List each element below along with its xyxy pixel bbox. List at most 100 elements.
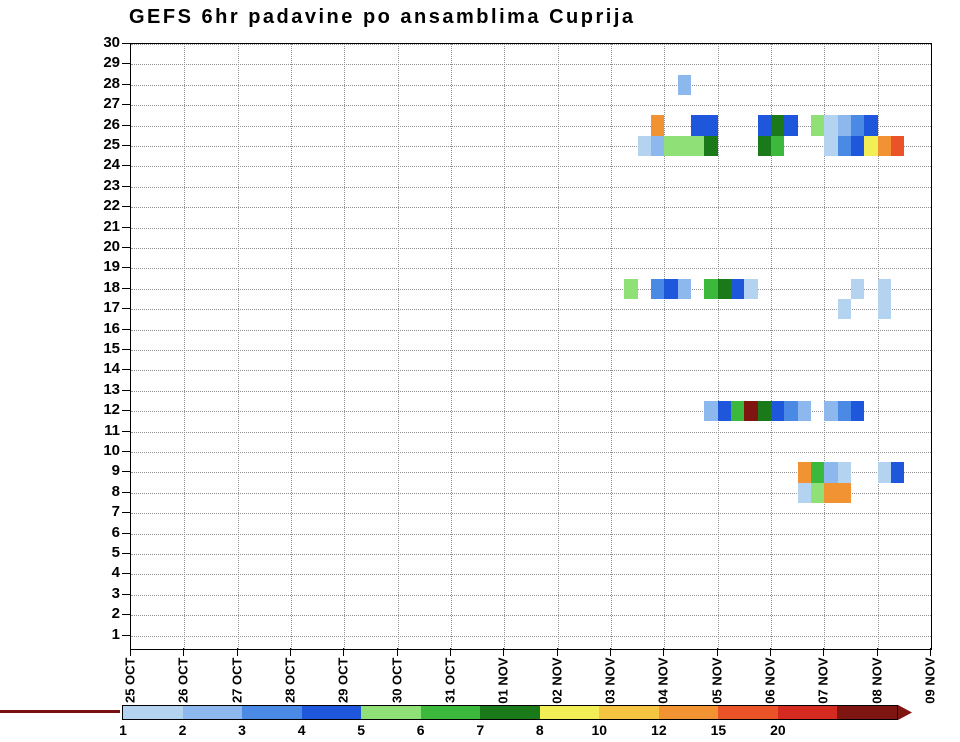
v-gridline: [344, 44, 346, 649]
legend-segment: [301, 706, 362, 719]
x-axis-tick: [823, 648, 825, 656]
legend-segment: [242, 706, 302, 719]
precip-cell: [651, 278, 665, 299]
precip-cell: [864, 135, 878, 157]
y-axis-label: 26: [103, 115, 120, 133]
y-axis-label: 23: [103, 176, 120, 194]
y-axis-tick: [122, 83, 130, 85]
precip-cell: [797, 482, 811, 503]
x-axis-tick: [770, 648, 771, 656]
v-gridline: [397, 44, 399, 649]
y-axis-tick: [122, 512, 130, 514]
y-axis-label: 7: [111, 503, 120, 521]
y-axis-tick: [122, 389, 130, 391]
h-gridline: [131, 390, 931, 392]
h-gridline: [131, 105, 931, 107]
precip-cell: [624, 278, 638, 299]
y-axis-label: 3: [111, 584, 120, 602]
legend-segment: [658, 706, 719, 719]
y-axis-tick: [122, 124, 130, 126]
precip-cell: [731, 278, 745, 299]
legend-label: 15: [710, 722, 727, 738]
v-gridline: [824, 44, 826, 649]
precip-cell: [757, 401, 771, 422]
h-gridline: [131, 44, 931, 45]
precip-cell: [717, 278, 731, 299]
v-gridline: [237, 44, 239, 649]
precip-cell: [851, 115, 865, 136]
h-gridline: [131, 350, 931, 351]
v-gridline: [717, 44, 719, 649]
y-axis-tick: [122, 634, 130, 636]
y-axis-tick: [122, 165, 130, 167]
y-axis-tick: [122, 349, 130, 350]
precip-cell: [811, 115, 825, 136]
h-gridline: [131, 309, 931, 311]
y-axis-label: 1: [111, 625, 120, 643]
x-axis-tick: [183, 648, 185, 656]
y-axis-label: 11: [104, 421, 120, 439]
precip-cell: [651, 115, 665, 136]
h-gridline: [131, 207, 931, 209]
y-axis-label: 19: [103, 258, 120, 276]
y-axis-label: 13: [103, 380, 120, 398]
h-gridline: [131, 411, 931, 413]
y-axis-label: 20: [103, 238, 120, 255]
y-axis-tick: [122, 308, 130, 310]
precip-cell: [784, 115, 798, 136]
y-axis-tick: [122, 226, 130, 228]
precip-cell: [797, 401, 811, 422]
legend-segment: [480, 706, 540, 719]
x-axis-tick: [610, 648, 611, 656]
precip-cell: [704, 135, 718, 157]
h-gridline: [131, 64, 931, 66]
y-axis-tick: [122, 553, 130, 554]
x-axis-tick: [503, 648, 505, 656]
precip-cell: [664, 135, 678, 157]
y-axis-label: 30: [103, 34, 120, 51]
y-axis-label: 21: [103, 217, 120, 235]
v-gridline: [451, 44, 452, 649]
precip-cell: [797, 462, 811, 483]
y-axis-tick: [122, 145, 130, 146]
v-gridline: [771, 44, 772, 649]
y-axis-label: 14: [103, 360, 120, 378]
h-gridline: [131, 227, 931, 229]
precip-cell: [851, 401, 865, 422]
precip-cell: [864, 115, 878, 136]
precip-cell: [851, 135, 865, 157]
precip-cell: [677, 74, 691, 95]
v-gridline: [504, 44, 506, 649]
precip-cell: [851, 278, 865, 299]
y-axis-tick: [122, 63, 130, 65]
h-gridline: [131, 472, 931, 474]
y-axis-tick: [122, 247, 130, 248]
v-gridline: [291, 44, 292, 649]
precip-cell: [824, 115, 838, 136]
chart-title: GEFS 6hr padavine po ansamblima Cuprija: [129, 6, 636, 28]
y-axis-label: 24: [103, 156, 120, 174]
legend-label: 3: [238, 722, 246, 738]
precip-cell: [837, 299, 851, 320]
legend-label: 10: [591, 722, 608, 738]
legend-segment: [420, 706, 481, 719]
y-axis-label: 25: [103, 136, 120, 153]
precip-cell: [731, 401, 745, 422]
precip-cell: [704, 115, 718, 136]
precip-cell: [637, 135, 651, 157]
h-gridline: [131, 594, 931, 596]
h-gridline: [131, 288, 931, 290]
y-axis-tick: [122, 410, 130, 412]
h-gridline: [131, 186, 931, 188]
legend-label: 4: [297, 722, 306, 738]
precip-cell: [771, 115, 785, 136]
legend-segment: [123, 706, 183, 719]
y-axis-tick: [122, 185, 130, 187]
precip-cell: [837, 135, 851, 157]
precip-cell: [757, 115, 771, 136]
precip-cell: [744, 278, 758, 299]
h-gridline: [131, 146, 931, 147]
precip-cell: [891, 135, 905, 157]
h-gridline: [131, 370, 931, 372]
